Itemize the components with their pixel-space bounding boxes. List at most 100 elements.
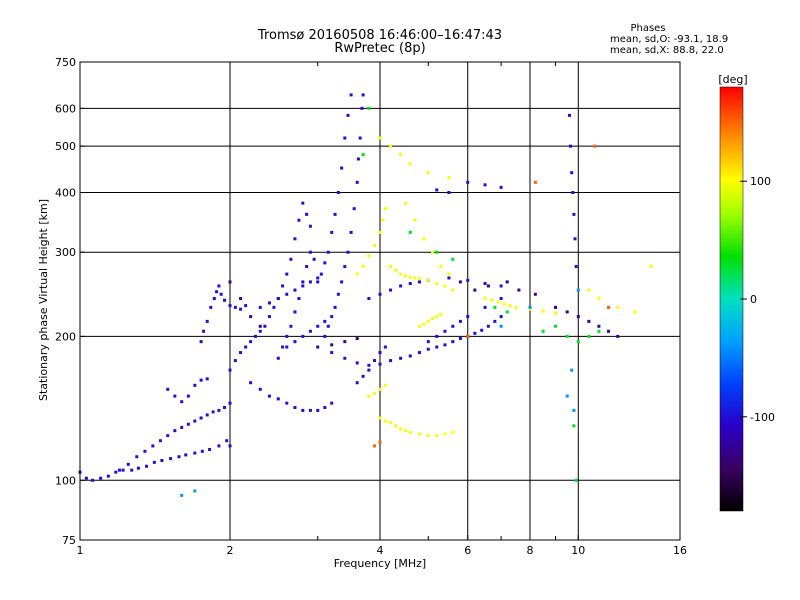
data-point [435, 250, 439, 254]
data-point [408, 275, 412, 279]
data-point [373, 391, 377, 395]
data-point [383, 207, 387, 211]
data-point [493, 305, 497, 309]
data-point [508, 304, 512, 308]
data-point [223, 298, 227, 302]
data-point [473, 288, 477, 292]
data-point [607, 305, 611, 309]
data-point [399, 284, 403, 288]
data-point [439, 313, 443, 317]
data-point [193, 451, 197, 455]
data-point [569, 144, 573, 148]
data-point [443, 432, 447, 436]
data-point [343, 340, 347, 344]
data-point [193, 419, 197, 423]
data-point [426, 278, 430, 282]
data-point [426, 171, 430, 175]
data-point [373, 444, 377, 448]
data-point [281, 345, 285, 349]
data-point [285, 272, 289, 276]
data-point [158, 439, 162, 443]
data-point [193, 383, 197, 387]
data-point [399, 427, 403, 431]
y-tick-label: 300 [55, 246, 76, 259]
data-point [323, 405, 327, 409]
x-tick-label: 4 [377, 544, 384, 557]
data-point [258, 305, 262, 309]
data-point [130, 468, 134, 472]
data-point [451, 324, 455, 328]
data-point [316, 276, 320, 280]
data-point [533, 180, 537, 184]
data-point [383, 345, 387, 349]
data-point [151, 444, 155, 448]
colorbar-tick-label: 100 [750, 175, 771, 188]
data-point [258, 329, 262, 333]
data-point [466, 278, 470, 282]
chart-subtitle: RwPretec (8p) [334, 41, 425, 56]
data-point [184, 453, 188, 457]
data-point [152, 460, 156, 464]
data-point [499, 297, 503, 301]
data-point [249, 340, 253, 344]
data-point [367, 106, 371, 110]
data-point [431, 250, 435, 254]
data-point [451, 340, 455, 344]
data-point [228, 401, 232, 405]
stats-line-x: mean, sd,X: 88.8, 22.0 [610, 45, 724, 56]
data-point [225, 439, 229, 443]
data-point [413, 276, 417, 280]
data-point [308, 250, 312, 254]
data-point [378, 136, 382, 140]
data-point [239, 307, 243, 311]
data-point [383, 419, 387, 423]
data-point [367, 254, 371, 258]
data-point [228, 304, 232, 308]
data-point [413, 218, 417, 222]
data-point [91, 478, 95, 482]
x-tick-label: 2 [227, 544, 234, 557]
data-point [293, 340, 297, 344]
data-point [426, 347, 430, 351]
data-point [361, 265, 365, 269]
data-point [212, 297, 216, 301]
x-tick-label: 1 [77, 544, 84, 557]
data-point [378, 387, 382, 391]
data-point [205, 377, 209, 381]
data-point [473, 331, 477, 335]
data-point [447, 190, 451, 194]
data-point [323, 319, 327, 323]
data-point [316, 345, 320, 349]
data-point [293, 310, 297, 314]
data-point [505, 310, 509, 314]
data-point [361, 153, 365, 157]
data-point [458, 336, 462, 340]
y-tick-label: 500 [55, 140, 76, 153]
data-point [389, 288, 393, 292]
data-point [285, 334, 289, 338]
data-point [587, 334, 591, 338]
data-point [499, 185, 503, 189]
data-point [565, 394, 569, 398]
x-axis-label: Frequency [MHz] [334, 557, 426, 570]
data-point [343, 265, 347, 269]
data-point [483, 282, 487, 286]
data-point [426, 434, 430, 438]
data-point [378, 292, 382, 296]
data-point [616, 305, 620, 309]
data-point [217, 408, 221, 412]
data-point [267, 315, 271, 319]
scatter-points [78, 93, 653, 497]
data-point [106, 474, 110, 478]
data-point [367, 368, 371, 372]
data-point [301, 201, 305, 205]
data-point [267, 394, 271, 398]
colorbar-tick-label: 0 [750, 293, 757, 306]
data-point [572, 212, 576, 216]
data-point [308, 280, 312, 284]
data-point [431, 316, 435, 320]
data-point [570, 368, 574, 372]
data-point [305, 265, 309, 269]
data-point [408, 230, 412, 234]
data-point [443, 284, 447, 288]
